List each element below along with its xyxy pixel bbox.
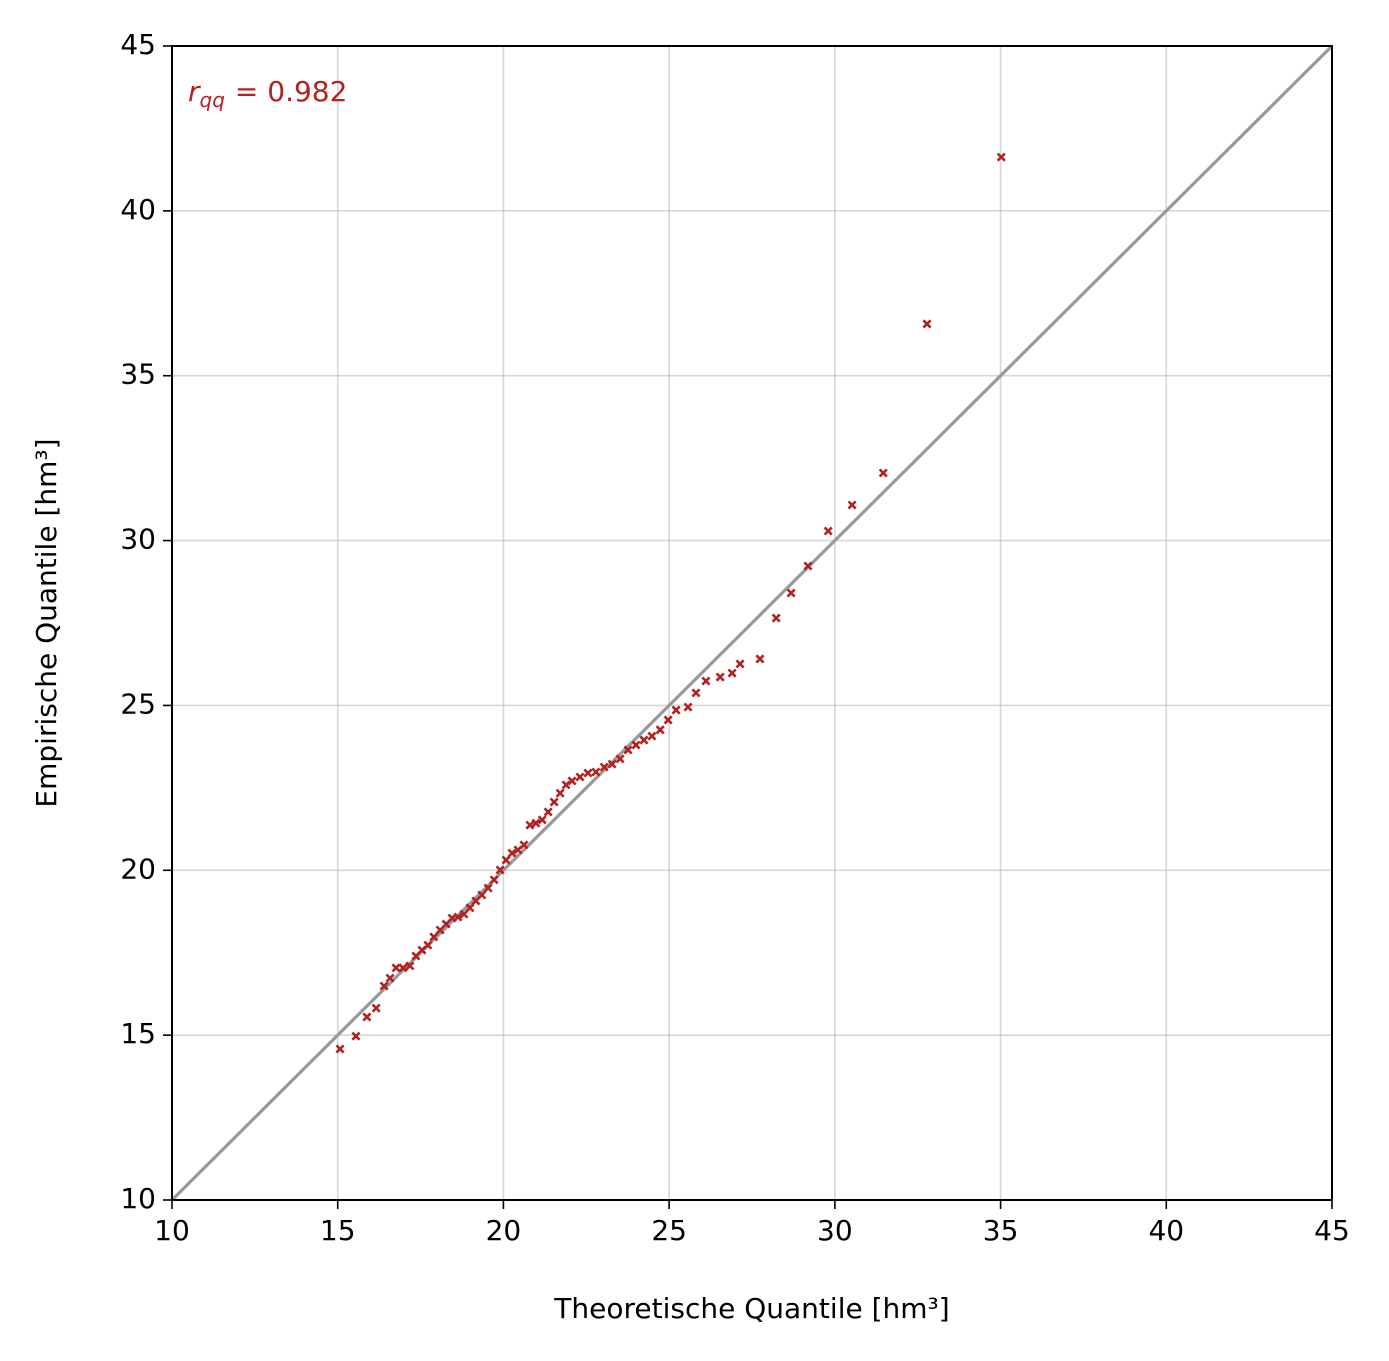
point: [459, 909, 469, 919]
point: [405, 961, 415, 971]
point: [385, 973, 395, 983]
x-tick-label: 35: [983, 1214, 1019, 1247]
x-tick-label: 40: [1148, 1214, 1184, 1247]
point: [803, 561, 813, 571]
point: [727, 668, 737, 678]
point: [599, 762, 609, 772]
point: [683, 702, 693, 712]
point: [477, 890, 487, 900]
point: [453, 912, 463, 922]
point: [996, 152, 1006, 162]
point: [786, 588, 796, 598]
point: [525, 820, 535, 830]
point: [607, 759, 617, 769]
x-axis-label: Theoretische Quantile [hm³]: [553, 1292, 949, 1325]
y-tick-label: 20: [120, 852, 156, 885]
point: [489, 875, 499, 885]
point: [735, 659, 745, 669]
annotation-subscript: qq: [200, 88, 225, 112]
point: [922, 319, 932, 329]
reference-line: [170, 44, 1334, 1202]
point: [549, 797, 559, 807]
point: [398, 963, 408, 973]
y-tick-label: 45: [120, 28, 156, 61]
point: [501, 855, 511, 865]
point: [671, 705, 681, 715]
point: [771, 613, 781, 623]
point: [567, 776, 577, 786]
point: [423, 940, 433, 950]
y-tick-label: 40: [120, 193, 156, 226]
point: [371, 1003, 381, 1013]
point: [639, 735, 649, 745]
point: [847, 500, 857, 510]
point: [701, 676, 711, 686]
x-tick-label: 45: [1314, 1214, 1350, 1247]
plot-frame: [171, 45, 1333, 1201]
x-tick-label: 15: [320, 1214, 356, 1247]
y-tick-label: 15: [120, 1017, 156, 1050]
point: [507, 848, 517, 858]
y-tick-label: 30: [120, 523, 156, 556]
x-tick-label: 20: [486, 1214, 522, 1247]
point: [391, 963, 401, 973]
point: [647, 731, 657, 741]
point: [823, 526, 833, 536]
point: [575, 772, 585, 782]
point: [623, 745, 633, 755]
x-tick-label: 10: [154, 1214, 190, 1247]
point: [495, 865, 505, 875]
point: [555, 788, 565, 798]
point: [631, 740, 641, 750]
point: [878, 468, 888, 478]
x-tick-label: 25: [651, 1214, 687, 1247]
x-tick-label: 30: [817, 1214, 853, 1247]
point: [362, 1012, 372, 1022]
point: [429, 932, 439, 942]
point: [531, 818, 541, 828]
point: [691, 688, 701, 698]
y-tick-label: 25: [120, 687, 156, 720]
annotation-symbol: r: [188, 75, 201, 108]
point: [561, 780, 571, 790]
y-tick-label: 35: [120, 358, 156, 391]
y-tick-label: 10: [120, 1182, 156, 1215]
annotation: rqq = 0.982: [188, 75, 347, 112]
point: [591, 767, 601, 777]
point: [351, 1031, 361, 1041]
y-axis-label: Empirische Quantile [hm³]: [30, 438, 63, 807]
point: [537, 815, 547, 825]
point: [483, 883, 493, 893]
annotation-text: = 0.982: [235, 75, 348, 108]
point: [663, 715, 673, 725]
point: [465, 903, 475, 913]
point: [755, 654, 765, 664]
point: [335, 1044, 345, 1054]
point: [583, 768, 593, 778]
point: [543, 807, 553, 817]
point: [379, 981, 389, 991]
point: [519, 840, 529, 850]
point: [715, 672, 725, 682]
point: [615, 754, 625, 764]
point: [655, 725, 665, 735]
